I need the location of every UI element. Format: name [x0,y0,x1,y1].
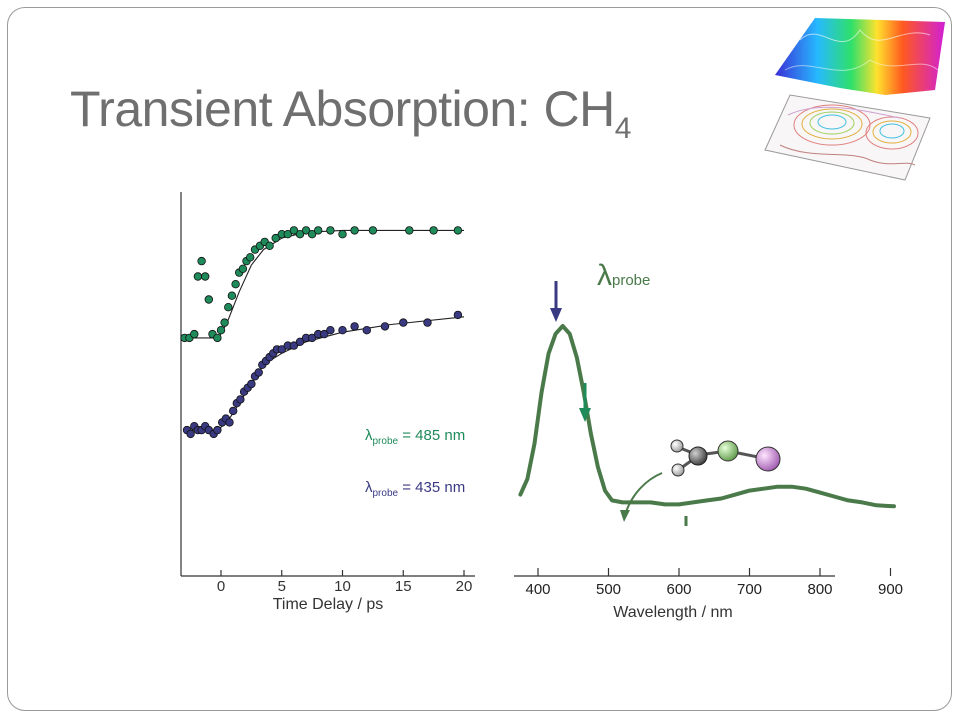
data-point-1 [186,429,195,439]
data-point-0 [220,318,229,327]
potential-surface-graphic [764,18,945,181]
data-point-1 [326,326,335,335]
data-point-0 [238,264,248,273]
spectrum-chart: 400 500 600 700 800 900 Wavelength / nm λprob… [514,259,903,621]
carbon-atom [688,446,708,466]
data-point-0 [190,329,199,339]
data-point-0 [295,229,305,239]
kinetics-x-axis-label: Time Delay / ps [273,596,384,613]
data-point-1 [423,318,432,327]
spectrum-x-tick-label: 400 [525,581,550,598]
data-point-0 [227,291,237,300]
probe-arrow-485 [579,383,591,422]
data-point-1 [295,337,305,346]
spectrum-x-tick-label: 600 [666,581,691,598]
kinetics-chart: 0 5 10 15 20 Time Delay / ps λprobe = 485 nm… [180,192,475,613]
data-point-0 [197,256,206,266]
data-point-0 [338,229,347,239]
data-point-0 [453,226,463,235]
data-point-1 [247,379,256,389]
data-point-0 [368,226,378,235]
probe-arrow-435 [550,281,562,322]
purple-atom [755,446,781,472]
data-point-1 [277,345,286,354]
data-point-1 [399,318,408,327]
data-point-0 [265,241,274,250]
data-point-1 [307,333,317,343]
data-point-0 [200,272,210,281]
slide-title-main: Transient Absorption: CH [70,81,615,137]
data-point-0 [289,226,299,235]
data-point-1 [254,368,263,377]
spectrum-x-axis-label: Wavelength / nm [613,604,732,621]
data-point-0 [283,229,292,239]
spectrum-line [518,324,896,509]
data-point-0 [193,272,203,281]
data-point-0 [271,233,280,243]
green-atom [717,440,739,462]
kinetics-x-tick-label: 20 [456,578,473,595]
data-point-0 [326,226,335,235]
data-point-1 [228,406,238,416]
slide-title: Transient Absorption: CH4 [70,80,631,146]
series-label-485: λprobe = 485 nm [365,427,465,447]
data-point-0 [307,229,317,239]
data-point-1 [453,310,463,320]
kinetics-x-tick-label: 15 [395,578,412,595]
data-point-1 [350,322,359,331]
spectrum-x-tick-label: 700 [737,581,762,598]
data-point-0 [429,226,438,235]
data-point-0 [314,226,323,235]
data-point-0 [231,280,240,289]
spectrum-x-tick-label: 500 [596,581,621,598]
data-point-0 [224,303,233,312]
data-point-0 [245,253,255,262]
spectrum-x-tick-label: 800 [807,581,832,598]
data-point-1 [225,418,234,427]
series-label-435: λprobe = 435 nm [365,479,465,499]
hydrogen-atom [671,463,685,477]
data-point-0 [213,333,222,343]
kinetics-x-tick-label: 5 [278,578,286,595]
data-point-0 [350,226,359,235]
lambda-probe-annotation: λprobe [597,259,650,292]
kinetics-x-tick-label: 10 [334,578,351,595]
data-point-1 [320,329,329,339]
data-point-1 [236,395,245,404]
data-point-1 [213,425,222,435]
data-point-0 [301,226,311,235]
molecule-graphic [670,439,781,477]
spectrum-x-tick-label: 900 [878,581,903,598]
surface-3d [775,18,945,95]
molecule-pointer-arrow [620,472,663,522]
data-point-0 [216,326,226,335]
data-point-1 [380,322,390,331]
slide-title-subscript: 4 [614,112,632,145]
data-point-1 [289,341,299,350]
data-point-1 [338,326,347,335]
data-point-1 [362,326,371,335]
data-point-0 [405,226,414,235]
data-point-0 [204,295,213,304]
contour-plane [764,94,931,181]
hydrogen-atom [670,439,684,453]
kinetics-x-tick-label: 0 [217,578,225,595]
